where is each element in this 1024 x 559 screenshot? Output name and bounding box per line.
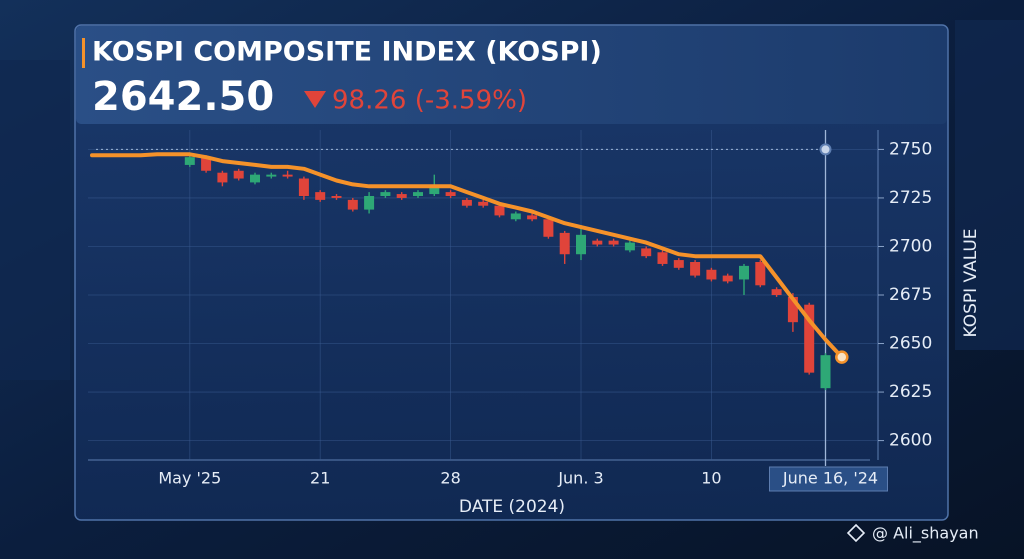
candle-body	[722, 275, 733, 282]
candle-body	[461, 199, 472, 206]
backdrop-monitor	[0, 60, 70, 380]
candle-body	[755, 262, 766, 286]
candle-body	[820, 355, 831, 389]
candle-body	[445, 192, 456, 196]
line-end-marker	[835, 350, 849, 364]
watermark-icon	[846, 523, 866, 543]
candle-body	[250, 174, 260, 183]
watermark: @ Ali_shayan	[846, 523, 979, 544]
candle-body	[347, 199, 358, 210]
y-tick-label: 2625	[889, 382, 932, 402]
candle-body	[771, 289, 782, 295]
backdrop-monitor	[955, 20, 1024, 350]
candle-body	[413, 192, 423, 196]
header-panel	[76, 26, 947, 124]
candle-body	[282, 174, 293, 177]
candle-body	[331, 196, 342, 198]
title-accent	[82, 38, 85, 68]
candle-body	[527, 215, 538, 220]
x-tick-label: 10	[701, 469, 721, 488]
down-arrow	[304, 91, 326, 108]
candle-body	[543, 219, 554, 237]
candle-body	[739, 265, 749, 280]
candle-body	[266, 174, 277, 177]
candle-body	[315, 192, 326, 200]
candle-body	[690, 262, 701, 276]
candle-body	[673, 260, 684, 268]
x-tick-label: May '25	[158, 469, 221, 488]
candle-body	[217, 172, 228, 183]
candle-body	[429, 186, 440, 195]
candle-body	[608, 240, 619, 245]
candle-body	[184, 157, 195, 165]
candle-body	[478, 201, 489, 206]
y-tick-label: 2725	[889, 188, 932, 208]
candle-body	[592, 240, 603, 245]
candle-body	[706, 269, 717, 280]
y-tick-label: 2700	[889, 236, 932, 256]
x-axis-label: DATE (2024)	[459, 497, 565, 517]
chart-panel	[74, 24, 949, 521]
x-tick-label: Jun. 3	[557, 469, 603, 488]
candle-body	[787, 296, 798, 323]
candle-body	[559, 232, 570, 255]
candle-body	[364, 196, 375, 210]
y-tick-label: 2650	[889, 334, 932, 354]
cursor-label-box	[769, 466, 888, 492]
candle-body	[624, 242, 635, 251]
y-tick-label: 2750	[889, 139, 932, 159]
reference-dot	[819, 143, 832, 156]
y-tick-label: 2675	[889, 285, 932, 305]
price-change: 98.26 (-3.59%)	[332, 86, 527, 116]
x-tick-label: June 16, '24	[782, 469, 878, 488]
chart-title: KOSPI COMPOSITE INDEX (KOSPI)	[92, 37, 602, 68]
candle-body	[657, 252, 668, 264]
watermark-text: @ Ali_shayan	[872, 524, 979, 544]
candle-body	[494, 205, 505, 216]
candle-body	[804, 304, 815, 373]
candle-body	[396, 194, 407, 198]
line	[90, 152, 844, 360]
candle-body	[576, 234, 586, 255]
candle-body	[380, 192, 391, 196]
candle-body	[233, 170, 244, 179]
y-tick-label: 2600	[889, 431, 932, 451]
candle-body	[510, 213, 521, 220]
candle-body	[201, 157, 212, 171]
y-axis-label: KOSPI VALUE	[961, 228, 981, 337]
x-tick-label: 21	[310, 469, 330, 488]
x-tick-label: 28	[440, 469, 460, 488]
price: 2642.50	[92, 74, 274, 120]
candle-body	[641, 248, 652, 257]
candle-body	[298, 178, 309, 196]
